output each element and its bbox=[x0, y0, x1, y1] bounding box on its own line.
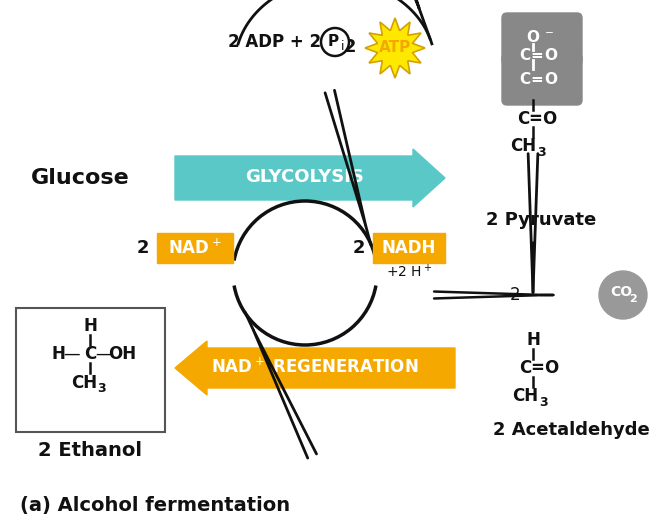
Text: H: H bbox=[51, 345, 65, 363]
Text: —: — bbox=[64, 345, 80, 363]
FancyBboxPatch shape bbox=[502, 13, 582, 65]
Text: C: C bbox=[519, 48, 530, 63]
Text: O: O bbox=[545, 73, 557, 87]
Text: C: C bbox=[519, 73, 530, 87]
FancyBboxPatch shape bbox=[373, 233, 445, 263]
Text: NAD$^+$ REGENERATION: NAD$^+$ REGENERATION bbox=[211, 357, 418, 377]
Text: GLYCOLYSIS: GLYCOLYSIS bbox=[245, 168, 365, 186]
Text: H: H bbox=[83, 317, 97, 335]
Text: 2: 2 bbox=[343, 38, 356, 56]
Text: =: = bbox=[530, 73, 544, 87]
Text: Glucose: Glucose bbox=[31, 168, 130, 188]
Text: OH: OH bbox=[108, 345, 136, 363]
FancyBboxPatch shape bbox=[502, 53, 582, 105]
Polygon shape bbox=[365, 18, 425, 78]
Text: C: C bbox=[519, 359, 531, 377]
FancyArrow shape bbox=[175, 341, 455, 395]
Text: —: — bbox=[95, 345, 113, 363]
FancyArrow shape bbox=[175, 149, 445, 207]
Text: 2: 2 bbox=[137, 239, 149, 257]
Text: CH: CH bbox=[71, 374, 97, 392]
Text: i: i bbox=[342, 40, 345, 54]
Circle shape bbox=[321, 28, 349, 56]
Text: 2 Ethanol: 2 Ethanol bbox=[39, 440, 143, 460]
Text: 2 Acetaldehyde: 2 Acetaldehyde bbox=[493, 421, 649, 439]
Text: ATP: ATP bbox=[379, 40, 411, 55]
Text: =: = bbox=[530, 48, 544, 63]
Text: C: C bbox=[517, 110, 529, 128]
Text: O: O bbox=[542, 110, 556, 128]
Text: =: = bbox=[530, 359, 544, 377]
Text: H: H bbox=[526, 331, 540, 349]
Text: 3: 3 bbox=[97, 383, 107, 395]
Text: CH: CH bbox=[512, 387, 538, 405]
Text: C: C bbox=[84, 345, 96, 363]
Text: 3: 3 bbox=[539, 395, 547, 409]
Text: O: O bbox=[544, 359, 558, 377]
Text: 2: 2 bbox=[510, 286, 520, 304]
Text: (a) Alcohol fermentation: (a) Alcohol fermentation bbox=[20, 496, 290, 515]
Text: +2 H$^+$: +2 H$^+$ bbox=[386, 263, 432, 281]
Text: =: = bbox=[528, 110, 542, 128]
Text: NAD$^+$: NAD$^+$ bbox=[168, 238, 222, 258]
Text: O: O bbox=[545, 48, 557, 63]
Text: CH: CH bbox=[510, 137, 536, 155]
Text: 2 ADP + 2: 2 ADP + 2 bbox=[228, 33, 321, 51]
Text: 2: 2 bbox=[353, 239, 365, 257]
Circle shape bbox=[599, 271, 647, 319]
Text: P: P bbox=[328, 33, 339, 49]
Text: $^-$: $^-$ bbox=[542, 30, 554, 45]
Text: CO: CO bbox=[610, 285, 632, 299]
Text: O: O bbox=[526, 30, 540, 45]
Text: 3: 3 bbox=[537, 146, 545, 158]
Text: NADH: NADH bbox=[382, 239, 436, 257]
FancyBboxPatch shape bbox=[16, 308, 165, 432]
FancyBboxPatch shape bbox=[157, 233, 233, 263]
Text: 2 Pyruvate: 2 Pyruvate bbox=[486, 211, 596, 229]
Text: 2: 2 bbox=[629, 294, 637, 304]
